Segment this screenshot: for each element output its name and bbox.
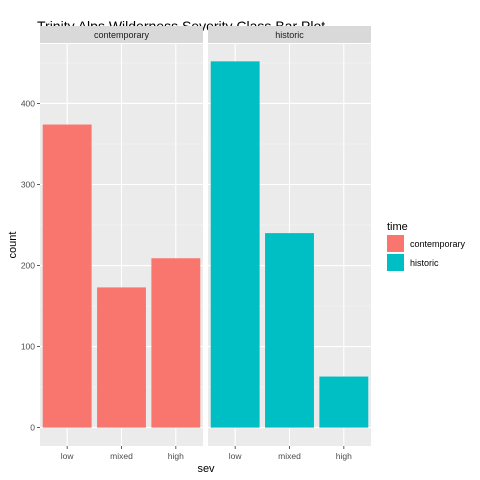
bar-contemporary-low xyxy=(42,124,92,428)
y-tick-label: 0 xyxy=(30,423,35,433)
legend-label: historic xyxy=(410,258,439,268)
legend-item-contemporary: contemporary xyxy=(387,235,466,252)
bar-historic-low xyxy=(210,61,260,428)
bar-contemporary-mixed xyxy=(97,287,146,428)
facet-strip xyxy=(40,26,203,43)
y-tick-label: 400 xyxy=(21,98,35,108)
y-tick-label: 200 xyxy=(21,261,35,271)
legend-title: time xyxy=(387,221,408,233)
legend-swatch xyxy=(387,254,404,271)
legend: time contemporary historic xyxy=(387,221,466,271)
x-tick-label: low xyxy=(61,451,75,461)
legend-swatch xyxy=(387,235,404,252)
facet-strip-label: contemporary xyxy=(94,30,150,40)
x-tick-label: high xyxy=(336,451,352,461)
y-tick-label: 100 xyxy=(21,342,35,352)
x-tick-label: high xyxy=(168,451,184,461)
facet-strip xyxy=(208,26,371,43)
y-tick-label: 300 xyxy=(21,180,35,190)
y-axis: 0 100 200 300 400 xyxy=(21,98,40,433)
legend-label: contemporary xyxy=(410,239,466,249)
facet-strip-label: historic xyxy=(275,30,304,40)
legend-item-historic: historic xyxy=(387,254,439,271)
x-tick-label: low xyxy=(229,451,243,461)
facet-panel-historic: historic low mixed high xyxy=(208,26,371,461)
facet-panel-contemporary: contemporary low mixed high xyxy=(40,26,203,461)
bar-historic-high xyxy=(319,376,369,428)
x-axis-title: sev xyxy=(197,463,215,475)
bar-historic-mixed xyxy=(265,233,314,428)
x-tick-label: mixed xyxy=(278,451,301,461)
y-axis-title: count xyxy=(7,232,19,259)
x-tick-label: mixed xyxy=(110,451,133,461)
bar-contemporary-high xyxy=(151,258,201,428)
